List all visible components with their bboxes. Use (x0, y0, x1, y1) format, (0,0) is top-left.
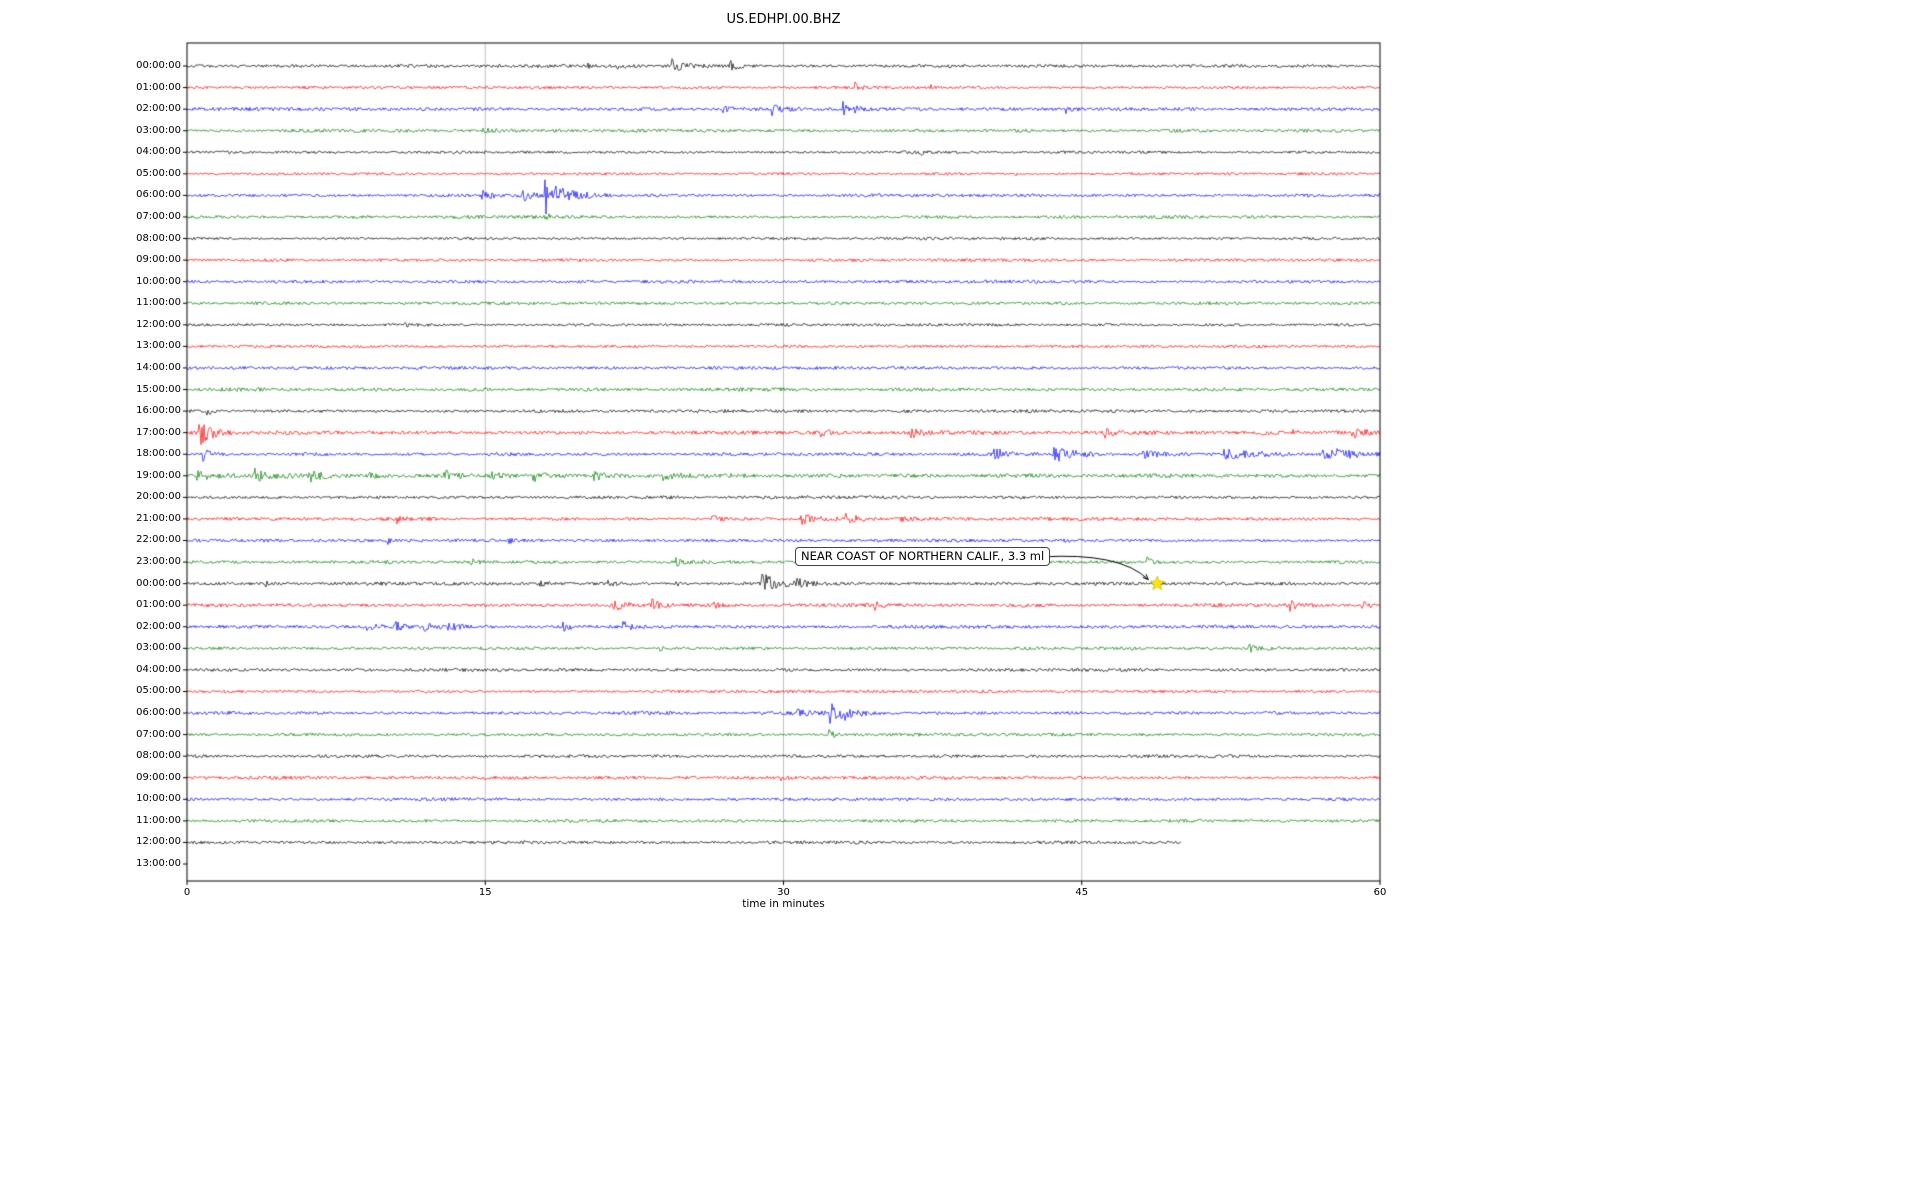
event-annotation: NEAR COAST OF NORTHERN CALIF., 3.3 ml (795, 547, 1051, 566)
